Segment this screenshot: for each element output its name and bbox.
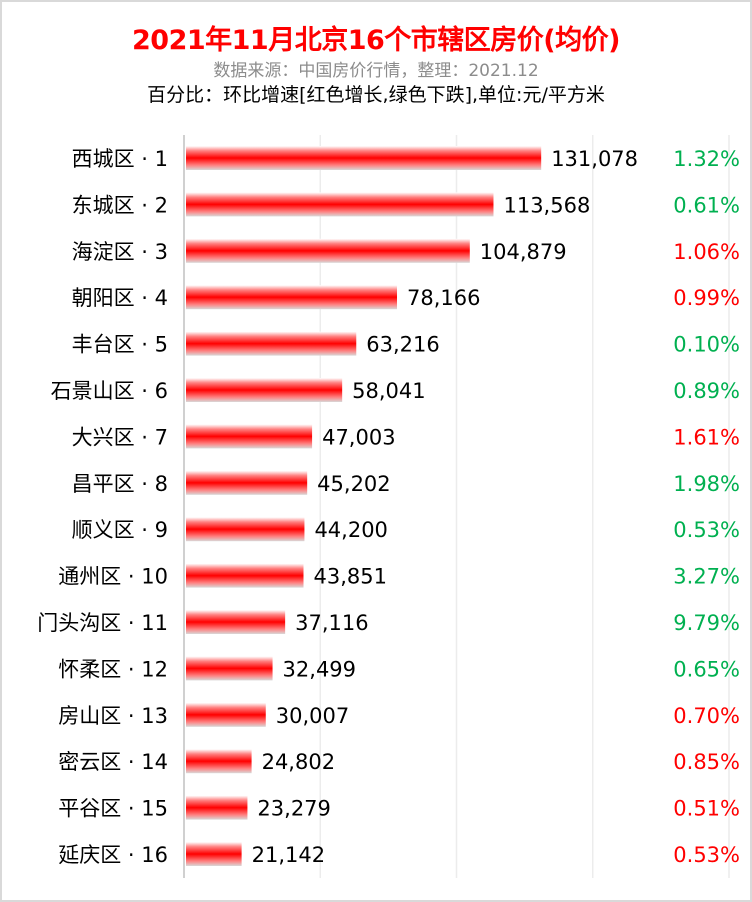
category-label: 顺义区 · 9 [72, 518, 168, 542]
value-label: 24,802 [262, 750, 335, 774]
value-label: 63,216 [366, 333, 439, 357]
mom-change-label: 0.10% [673, 333, 740, 357]
mom-change-label: 1.98% [673, 472, 740, 496]
mom-change-label: 0.99% [673, 286, 740, 310]
mom-change-label: 0.61% [673, 193, 740, 217]
mom-change-label: 0.53% [673, 843, 740, 867]
mom-change-label: 0.70% [673, 704, 740, 728]
mom-change-label: 1.61% [673, 425, 740, 449]
chart-note: 百分比：环比增速[红色增长,绿色下跌],单位:元/平方米 [147, 84, 605, 106]
bar [186, 563, 304, 588]
mom-change-label: 0.53% [673, 518, 740, 542]
value-label: 37,116 [295, 611, 368, 635]
category-label: 平谷区 · 15 [58, 797, 168, 821]
value-label: 104,879 [480, 240, 567, 264]
value-label: 30,007 [276, 704, 349, 728]
category-label: 房山区 · 13 [58, 704, 168, 728]
chart-subtitle: 数据来源：中国房价行情，整理：2021.12 [213, 61, 539, 81]
value-label: 45,202 [317, 472, 390, 496]
category-label: 门头沟区 · 11 [37, 611, 168, 635]
category-label: 怀柔区 · 12 [58, 657, 168, 681]
value-label: 113,568 [503, 193, 590, 217]
category-label: 大兴区 · 7 [72, 425, 168, 449]
chart-title: 2021年11月北京16个市辖区房价(均价) [132, 25, 620, 56]
bar [186, 842, 242, 866]
bar [186, 424, 313, 449]
bar [186, 795, 248, 820]
mom-change-label: 0.85% [673, 750, 740, 774]
bar [186, 470, 308, 495]
bar [186, 378, 343, 402]
category-label: 延庆区 · 16 [58, 843, 168, 867]
category-label: 石景山区 · 6 [51, 379, 168, 403]
value-label: 43,851 [313, 565, 386, 589]
bar [186, 656, 273, 681]
category-label: 昌平区 · 8 [72, 472, 168, 496]
value-label: 58,041 [352, 379, 425, 403]
bar [186, 702, 266, 727]
bar [186, 331, 357, 356]
mom-change-label: 1.06% [673, 240, 740, 264]
bar [186, 285, 398, 310]
mom-change-label: 0.51% [673, 797, 740, 821]
bar [186, 610, 286, 634]
category-label: 海淀区 · 3 [72, 240, 168, 264]
mom-change-label: 3.27% [673, 565, 740, 589]
value-label: 78,166 [407, 286, 480, 310]
value-label: 32,499 [283, 657, 356, 681]
bar [186, 517, 305, 542]
value-label: 44,200 [314, 518, 387, 542]
bar [186, 238, 470, 263]
category-label: 通州区 · 10 [58, 565, 168, 589]
bar [186, 146, 542, 170]
value-label: 23,279 [257, 797, 330, 821]
category-label: 东城区 · 2 [72, 193, 168, 217]
value-label: 21,142 [252, 843, 325, 867]
category-label: 西城区 · 1 [72, 147, 168, 171]
bar [186, 192, 494, 217]
category-label: 密云区 · 14 [58, 750, 168, 774]
mom-change-label: 1.32% [673, 147, 740, 171]
mom-change-label: 0.89% [673, 379, 740, 403]
category-label: 丰台区 · 5 [72, 333, 168, 357]
mom-change-label: 9.79% [673, 611, 740, 635]
value-label: 131,078 [551, 147, 638, 171]
value-label: 47,003 [322, 425, 395, 449]
mom-change-label: 0.65% [673, 657, 740, 681]
category-label: 朝阳区 · 4 [72, 286, 168, 310]
bar [186, 749, 252, 774]
